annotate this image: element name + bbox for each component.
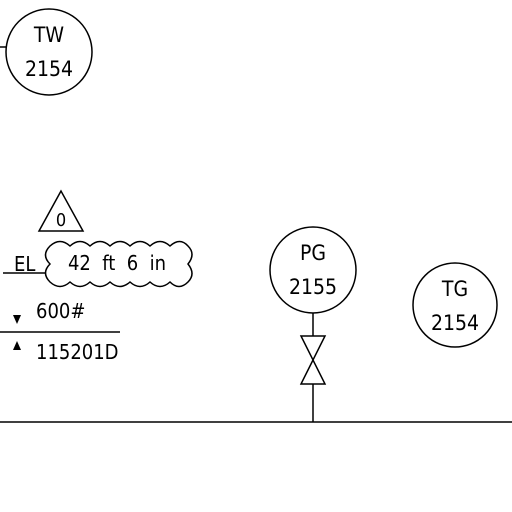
pg-bubble [269,226,357,314]
tw-number: 2154 [25,57,73,81]
revision-cloud [44,240,193,288]
revision-label: 0 [56,210,66,231]
instrument-tw[interactable]: TW 2154 [0,8,93,96]
gate-valve-icon[interactable] [299,335,327,385]
arrow-up-icon [13,341,21,350]
arrow-down-icon [13,315,21,324]
tw-bubble [5,8,93,96]
elevation-prefix: EL [14,252,35,276]
pg-tag: PG [300,241,326,265]
elevation-value: 42 ft 6 in [68,251,166,275]
elevation-annotation: EL 42 ft 6 in [3,240,193,288]
line-designation: 600# 115201D [0,299,120,364]
pressure-rating: 600# [36,299,85,323]
instrument-pg[interactable]: PG 2155 [269,226,357,422]
tg-bubble [412,262,498,348]
tg-tag: TG [441,277,468,301]
revision-triangle [37,189,85,232]
revision-marker: 0 [37,189,85,232]
tw-tag: TW [33,23,65,47]
pg-number: 2155 [289,275,337,299]
instrument-tg[interactable]: TG 2154 [412,262,498,348]
line-number: 115201D [36,340,119,364]
tg-number: 2154 [431,311,479,335]
